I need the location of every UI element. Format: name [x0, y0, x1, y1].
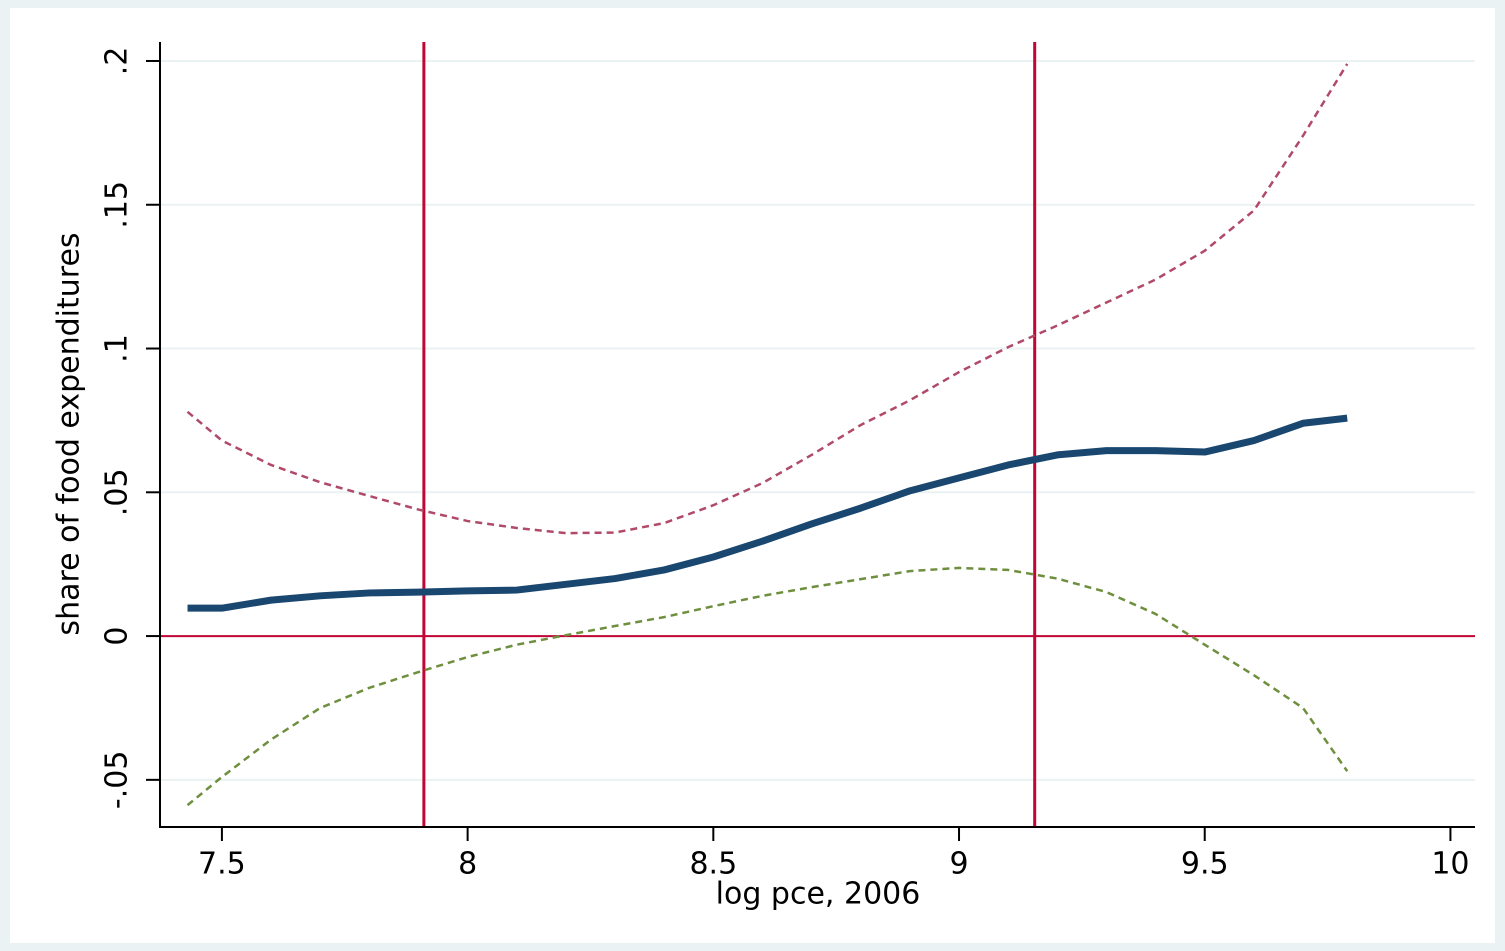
series-line	[187, 414, 1348, 612]
y-tick-label: .1	[100, 334, 135, 363]
x-tick-label: 9	[949, 847, 968, 882]
x-axis-title: log pce, 2006	[716, 877, 921, 912]
x-tick-label: 8	[458, 847, 477, 882]
graph-region	[10, 8, 1495, 943]
y-tick-label: .05	[100, 468, 135, 516]
y-tick-label: 0	[100, 627, 135, 646]
x-tick-label: 10	[1431, 847, 1469, 882]
y-tick-label: .15	[100, 181, 135, 229]
x-tick-label: 7.5	[198, 847, 246, 882]
y-tick-label: -.05	[100, 751, 135, 810]
series-line	[186, 566, 1349, 807]
x-tick-label: 9.5	[1181, 847, 1229, 882]
x-tick-label: 8.5	[689, 847, 737, 882]
y-tick-label: .2	[100, 47, 135, 76]
y-axis-title: share of food expenditures	[52, 232, 87, 635]
